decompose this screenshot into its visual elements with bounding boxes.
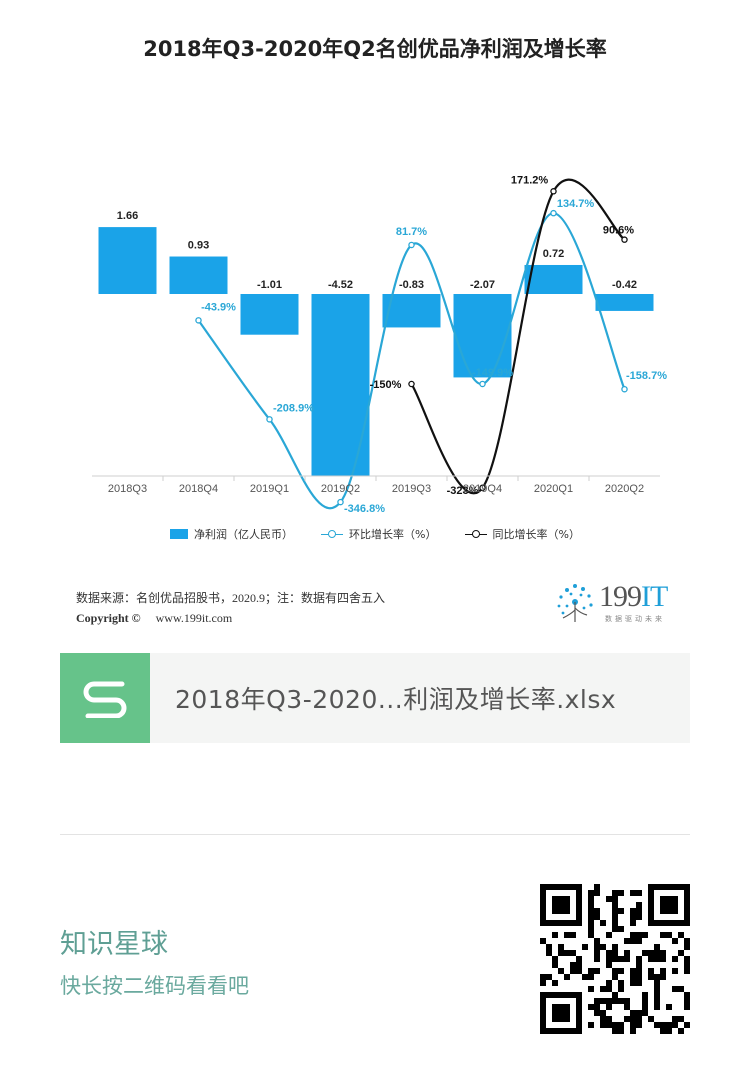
bar-2019Q1 [240, 294, 299, 335]
bars-layer [98, 227, 654, 477]
x-tick-2020Q2: 2020Q2 [605, 483, 644, 495]
qoq-point-2019Q2 [337, 498, 344, 506]
qoq-point-2019Q4 [479, 380, 486, 388]
line-marker-icon [464, 529, 487, 539]
legend-item-net-profit: 净利润（亿人民币） [170, 526, 293, 542]
qoq-point-2020Q2 [621, 385, 628, 393]
brand-slogan: 数据驱动未来 [605, 615, 665, 623]
divider [60, 834, 690, 835]
x-tick-labels: 2018Q3 2018Q4 2019Q1 2019Q2 2019Q3 2019Q4 2020… [108, 476, 644, 495]
yoy-label-2020Q2: 90.6% [603, 225, 634, 237]
brand-logo: 199IT 数据驱动未来 [553, 578, 683, 626]
qoq-point-2019Q1 [266, 416, 273, 423]
dandelion-logo-icon [557, 584, 593, 622]
qoq-label-2020Q2: -158.7% [626, 370, 667, 382]
spreadsheet-s-icon [60, 653, 150, 743]
bar-2020Q2 [595, 294, 654, 311]
yoy-line [410, 178, 626, 495]
footer-title: 知识星球 [60, 929, 168, 960]
legend-item-yoy: 同比增长率（%） [464, 526, 580, 542]
bar-2018Q3 [98, 227, 157, 294]
bar-label-2020Q2: -0.42 [612, 279, 637, 291]
yoy-label-2019Q4: -323% [447, 485, 479, 497]
qoq-label-2019Q4: -149.9% [472, 367, 513, 379]
legend-label-yoy: 同比增长率（%） [492, 528, 580, 541]
x-tick-2018Q3: 2018Q3 [108, 483, 147, 495]
yoy-label-2020Q1: 171.2% [511, 174, 549, 186]
yoy-point-2019Q4 [479, 484, 486, 492]
qoq-point-2019Q3 [408, 241, 415, 249]
x-tick-2018Q4: 2018Q4 [179, 483, 218, 495]
legend-label-net-profit: 净利润（亿人民币） [194, 528, 294, 541]
qoq-label-2020Q1: 134.7% [557, 198, 595, 210]
legend-item-qoq: 环比增长率（%） [321, 526, 437, 542]
x-tick-2020Q1: 2020Q1 [534, 483, 573, 495]
source-line: 数据来源：名创优品招股书，2020.9；注：数据有四舍五入 [76, 591, 386, 605]
x-tick-2019Q4: 2019Q4 [463, 483, 502, 495]
bar-label-2020Q1: 0.72 [543, 248, 564, 260]
source-site: www.199it.com [155, 611, 233, 625]
bar-label-2019Q1: -1.01 [257, 279, 282, 291]
bar-label-2018Q3: 1.66 [117, 210, 138, 222]
bar-label-2019Q3: -0.83 [399, 279, 424, 291]
chart-legend: 净利润（亿人民币） 环比增长率（%） 同比增长率（%） [0, 526, 750, 542]
qr-code[interactable] [540, 884, 690, 1034]
chart-title: 2018年Q3-2020年Q2名创优品净利润及增长率 [143, 37, 607, 61]
bar-label-2019Q2: -4.52 [328, 279, 353, 291]
bar-swatch-icon [170, 529, 189, 539]
brand-name: 199IT [599, 580, 668, 613]
labels-layer: 1.66 0.93 -1.01 -4.52 -0.83 -2.07 0.72 -0.42 -43… [117, 174, 667, 515]
legend-label-qoq: 环比增长率（%） [349, 528, 437, 541]
footer-subtitle: 快长按二维码看看吧 [60, 974, 249, 998]
qoq-label-2018Q4: -43.9% [201, 301, 236, 313]
source-note: 数据来源：名创优品招股书，2020.9；注：数据有四舍五入 Copyright … [76, 588, 385, 628]
bar-label-2018Q4: 0.93 [188, 240, 209, 252]
file-attachment-card[interactable]: 2018年Q3-2020...利润及增长率.xlsx [60, 653, 690, 743]
qoq-label-2019Q3: 81.7% [396, 226, 427, 238]
qoq-label-2019Q1: -208.9% [273, 402, 314, 414]
x-tick-2019Q2: 2019Q2 [321, 483, 360, 495]
bar-2019Q2 [311, 294, 370, 477]
x-tick-2019Q1: 2019Q1 [250, 483, 289, 495]
yoy-point-2020Q1 [550, 188, 557, 195]
x-tick-2019Q3: 2019Q3 [392, 483, 431, 495]
qoq-label-2019Q2: -346.8% [344, 503, 385, 515]
bar-2019Q4 [453, 294, 512, 378]
qoq-point-2020Q1 [550, 209, 557, 217]
yoy-point-2019Q3 [408, 380, 415, 388]
line-marker-icon [321, 529, 344, 539]
chart-area: 1.66 0.93 -1.01 -4.52 -0.83 -2.07 0.72 -0.42 -43… [92, 174, 667, 515]
copyright-text: Copyright © [76, 611, 141, 625]
bar-2020Q1 [524, 264, 583, 294]
lines-layer [195, 178, 628, 510]
yoy-label-2019Q3: -150% [370, 379, 402, 391]
bar-label-2019Q4: -2.07 [470, 279, 495, 291]
file-name: 2018年Q3-2020...利润及增长率.xlsx [175, 685, 617, 714]
qoq-point-2018Q4 [195, 317, 202, 324]
bar-2018Q4 [169, 256, 228, 294]
yoy-point-2020Q2 [621, 236, 628, 243]
